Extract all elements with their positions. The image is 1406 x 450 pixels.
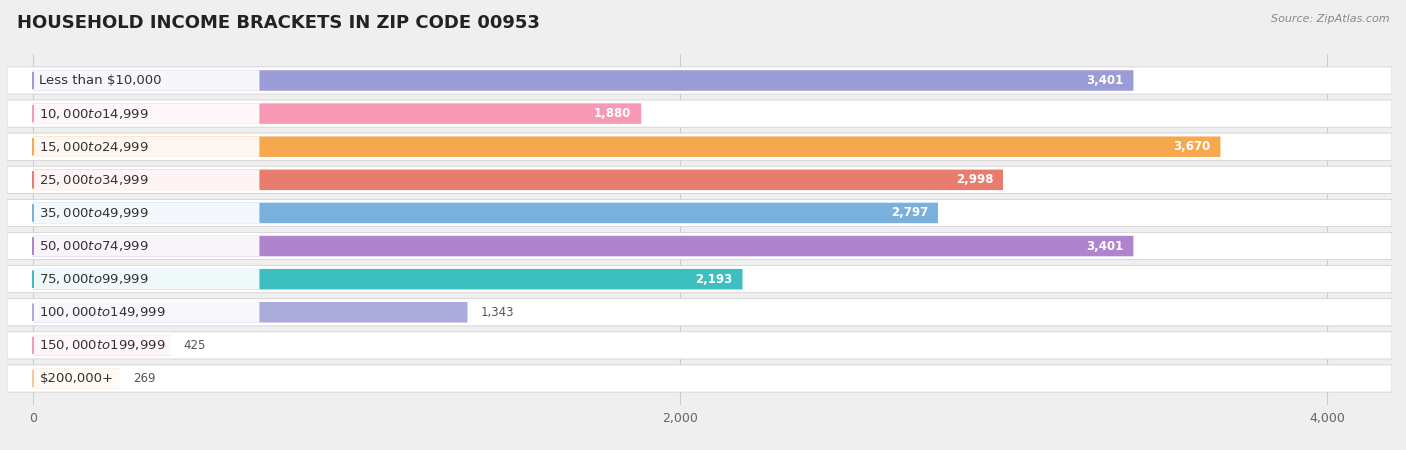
FancyBboxPatch shape: [32, 70, 260, 91]
Text: 3,401: 3,401: [1087, 239, 1123, 252]
FancyBboxPatch shape: [32, 170, 260, 190]
Text: Less than $10,000: Less than $10,000: [39, 74, 162, 87]
Text: $100,000 to $149,999: $100,000 to $149,999: [39, 305, 166, 320]
FancyBboxPatch shape: [32, 202, 260, 223]
Text: 2,797: 2,797: [891, 207, 928, 220]
FancyBboxPatch shape: [7, 166, 1392, 194]
Text: $35,000 to $49,999: $35,000 to $49,999: [39, 206, 149, 220]
FancyBboxPatch shape: [7, 299, 1392, 326]
FancyBboxPatch shape: [32, 269, 260, 289]
FancyBboxPatch shape: [7, 233, 1392, 260]
Text: $75,000 to $99,999: $75,000 to $99,999: [39, 272, 149, 286]
Text: 1,880: 1,880: [595, 107, 631, 120]
Text: HOUSEHOLD INCOME BRACKETS IN ZIP CODE 00953: HOUSEHOLD INCOME BRACKETS IN ZIP CODE 00…: [17, 14, 540, 32]
FancyBboxPatch shape: [7, 67, 1392, 94]
FancyBboxPatch shape: [32, 104, 641, 124]
Text: $150,000 to $199,999: $150,000 to $199,999: [39, 338, 166, 352]
FancyBboxPatch shape: [32, 70, 1133, 91]
FancyBboxPatch shape: [32, 335, 260, 356]
Text: $15,000 to $24,999: $15,000 to $24,999: [39, 140, 149, 154]
Text: 1,343: 1,343: [481, 306, 515, 319]
Text: $25,000 to $34,999: $25,000 to $34,999: [39, 173, 149, 187]
Text: 3,670: 3,670: [1174, 140, 1211, 153]
FancyBboxPatch shape: [32, 302, 467, 323]
FancyBboxPatch shape: [32, 136, 1220, 157]
FancyBboxPatch shape: [32, 136, 260, 157]
Text: 269: 269: [134, 372, 156, 385]
FancyBboxPatch shape: [7, 133, 1392, 160]
FancyBboxPatch shape: [7, 332, 1392, 359]
FancyBboxPatch shape: [7, 100, 1392, 127]
FancyBboxPatch shape: [7, 266, 1392, 293]
FancyBboxPatch shape: [32, 335, 170, 356]
FancyBboxPatch shape: [32, 368, 120, 389]
Text: Source: ZipAtlas.com: Source: ZipAtlas.com: [1271, 14, 1389, 23]
FancyBboxPatch shape: [32, 104, 260, 124]
Text: $10,000 to $14,999: $10,000 to $14,999: [39, 107, 149, 121]
FancyBboxPatch shape: [7, 365, 1392, 392]
FancyBboxPatch shape: [7, 199, 1392, 226]
FancyBboxPatch shape: [32, 236, 260, 256]
FancyBboxPatch shape: [32, 236, 1133, 256]
FancyBboxPatch shape: [32, 269, 742, 289]
Text: 3,401: 3,401: [1087, 74, 1123, 87]
FancyBboxPatch shape: [32, 202, 938, 223]
FancyBboxPatch shape: [32, 368, 260, 389]
Text: 2,998: 2,998: [956, 173, 993, 186]
Text: 2,193: 2,193: [696, 273, 733, 286]
FancyBboxPatch shape: [32, 170, 1002, 190]
FancyBboxPatch shape: [32, 302, 260, 323]
Text: $200,000+: $200,000+: [39, 372, 114, 385]
Text: 425: 425: [183, 339, 205, 352]
Text: $50,000 to $74,999: $50,000 to $74,999: [39, 239, 149, 253]
